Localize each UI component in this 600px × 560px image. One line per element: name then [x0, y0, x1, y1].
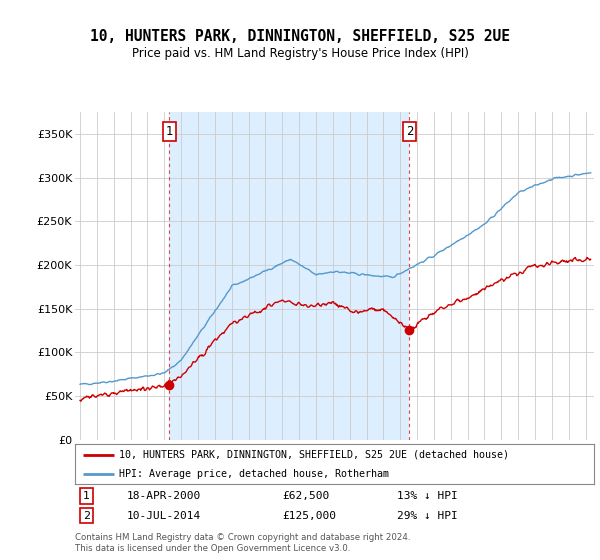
Text: 10, HUNTERS PARK, DINNINGTON, SHEFFIELD, S25 2UE (detached house): 10, HUNTERS PARK, DINNINGTON, SHEFFIELD,…	[119, 450, 509, 460]
Text: 18-APR-2000: 18-APR-2000	[127, 491, 201, 501]
Text: 13% ↓ HPI: 13% ↓ HPI	[397, 491, 458, 501]
Text: Price paid vs. HM Land Registry's House Price Index (HPI): Price paid vs. HM Land Registry's House …	[131, 46, 469, 60]
Text: 2: 2	[406, 125, 413, 138]
Text: 1: 1	[83, 491, 90, 501]
Text: 10, HUNTERS PARK, DINNINGTON, SHEFFIELD, S25 2UE: 10, HUNTERS PARK, DINNINGTON, SHEFFIELD,…	[90, 29, 510, 44]
Bar	[169, 112, 409, 440]
Text: £62,500: £62,500	[283, 491, 330, 501]
Text: Contains HM Land Registry data © Crown copyright and database right 2024.
This d: Contains HM Land Registry data © Crown c…	[75, 534, 410, 553]
Text: HPI: Average price, detached house, Rotherham: HPI: Average price, detached house, Roth…	[119, 469, 389, 478]
Text: £125,000: £125,000	[283, 511, 337, 521]
Text: 1: 1	[166, 125, 173, 138]
Text: 2: 2	[83, 511, 90, 521]
Text: 10-JUL-2014: 10-JUL-2014	[127, 511, 201, 521]
Text: 29% ↓ HPI: 29% ↓ HPI	[397, 511, 458, 521]
